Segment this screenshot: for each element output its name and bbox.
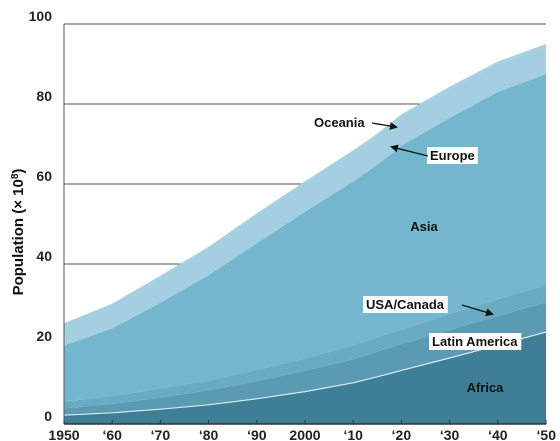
x-tick-label-1990: ‘90 (247, 427, 267, 441)
y-tick-label-60: 60 (36, 168, 52, 184)
y-axis-label-main: Population ( (10, 209, 27, 296)
x-tick-label-2000: 2000 (289, 427, 320, 441)
boundary-layer (63, 331, 547, 416)
x-tick-label-1960: ‘60 (102, 427, 122, 441)
y-axis-label: Population (× 108) (10, 169, 28, 296)
annotation-africa: Africa (467, 380, 505, 395)
x-tick-label-2050: ‘50 (537, 427, 557, 441)
annotation-bg-europe (427, 147, 478, 164)
y-tick-label-80: 80 (36, 88, 52, 104)
y-tick-label-0: 0 (44, 408, 52, 424)
area-layer (64, 44, 546, 424)
annotation-arrow-usa-canada (461, 304, 494, 317)
annotation-asia: Asia (410, 219, 438, 234)
area-africa (64, 332, 546, 424)
x-tick-label-1950: 1950 (48, 427, 79, 441)
annotation-layer: Oceania Europe Asia USA/Canada Latin America… (314, 115, 522, 395)
annotation-latin-america: Latin America (432, 334, 518, 349)
y-tick-label-20: 20 (36, 328, 52, 344)
area-usa-canada (64, 285, 546, 409)
annotation-bg-latin-america (429, 333, 522, 350)
x-tick-label-1980: ‘80 (199, 427, 219, 441)
annotation-europe: Europe (430, 148, 475, 163)
x-tick-label-2030: ‘30 (440, 427, 460, 441)
y-tick-label-100: 100 (29, 8, 53, 24)
annotation-bg-usa-canada (363, 296, 448, 313)
x-tick-label-2040: ‘40 (488, 427, 508, 441)
annotation-arrow-europe (390, 144, 429, 157)
area-europe (64, 46, 546, 346)
y-axis-label-close: ) (10, 169, 27, 174)
y-axis-label-exponent: 8 (10, 173, 21, 179)
annotation-arrow-oceania (371, 122, 398, 130)
annotation-oceania: Oceania (314, 115, 365, 130)
y-axis-label-multiply-symbol: × (10, 200, 27, 209)
boundary-africa (63, 331, 547, 416)
annotation-usa-canada: USA/Canada (366, 297, 445, 312)
x-tick-label-2020: ‘20 (392, 427, 412, 441)
x-tick-label-1970: ‘70 (151, 427, 171, 441)
x-tick-label-2010: ‘10 (343, 427, 363, 441)
y-axis-label-base: 10 (10, 179, 27, 200)
axis-layer: 0 20 40 60 80 100 1950 ‘60 ‘70 ‘80 ‘90 2000 ‘10 ‘20 ‘3… (29, 8, 557, 441)
y-tick-label-40: 40 (36, 248, 52, 264)
